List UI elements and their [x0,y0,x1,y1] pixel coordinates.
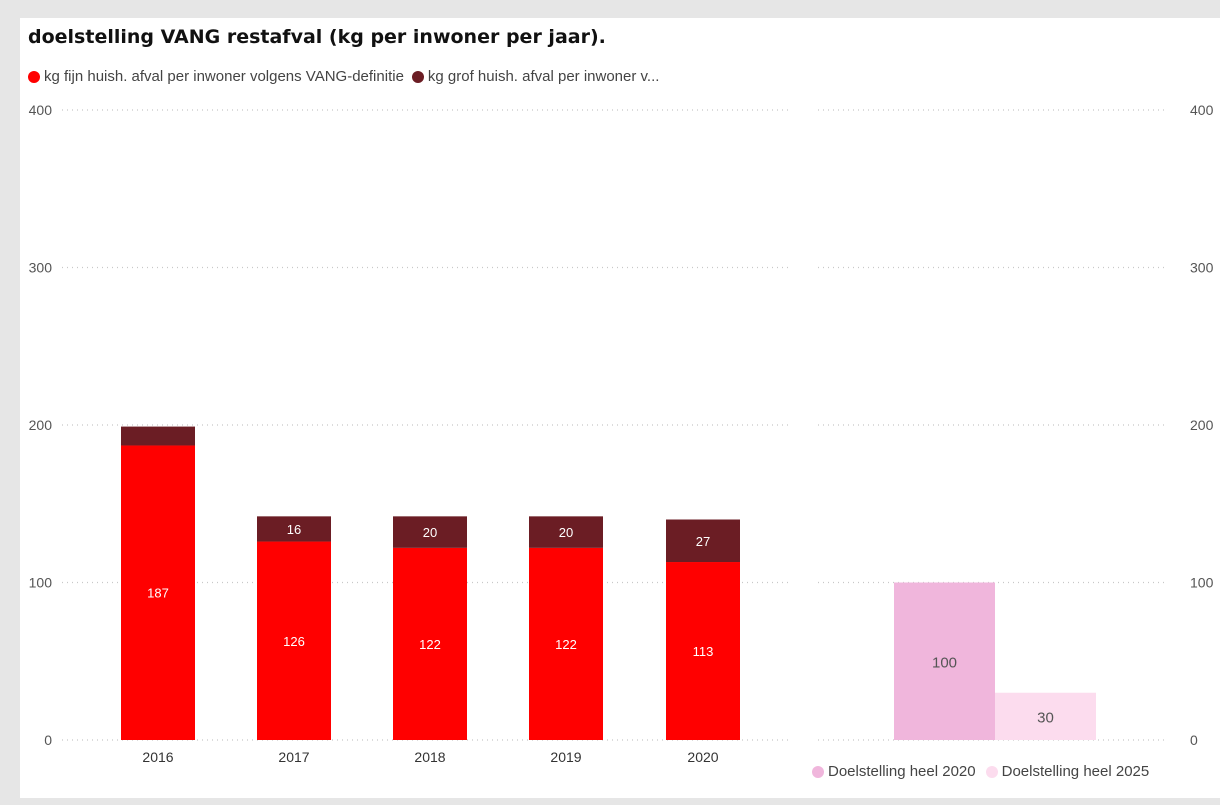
bar-coarse-2018 [393,516,467,548]
legend-item-target-2020[interactable]: Doelstelling heel 2020 [812,763,976,780]
y-tick-label-left: 400 [29,102,53,118]
legend-item-target-2025[interactable]: Doelstelling heel 2025 [985,763,1150,780]
data-label-fine-2019: 122 [555,637,577,652]
bar-coarse-2017 [257,516,331,542]
bar-fine-2017 [257,541,331,740]
y-tick-label-right: 400 [1190,102,1214,118]
legend-label-coarse: kg grof huish. afval per inwoner v... [427,68,660,85]
main-legend[interactable]: kg fijn huish. afval per inwoner volgens… [28,68,667,85]
y-tick-label-left: 200 [29,417,53,433]
legend-label-fine: kg fijn huish. afval per inwoner volgens… [44,68,404,85]
x-tick-label-2020: 2020 [687,749,718,765]
data-label-coarse-2019: 20 [559,525,573,540]
bar-coarse-2020 [666,519,740,563]
data-label-fine-2018: 122 [419,637,441,652]
legend-label-target-2025: Doelstelling heel 2025 [1001,763,1150,780]
data-label-fine-2020: 113 [693,644,714,659]
target-value-label-1: 30 [1037,709,1054,726]
legend-dot-coarse [411,70,424,83]
bar-fine-2020 [666,562,740,740]
bar-fine-2019 [529,547,603,740]
y-tick-label-right: 300 [1190,260,1214,276]
data-label-coarse-2017: 16 [287,522,301,537]
bar-coarse-2016 [121,426,195,446]
y-tick-label-right: 0 [1190,732,1198,748]
target-bar-0 [894,582,995,740]
y-tick-label-left: 0 [44,732,52,748]
legend-label-target-2020: Doelstelling heel 2020 [828,763,976,780]
data-label-coarse-2018: 20 [423,525,437,540]
data-label-coarse-2020: 27 [696,534,710,549]
chart-title: doelstelling VANG restafval (kg per inwo… [28,26,606,48]
legend-dot-target-2020 [812,765,824,778]
x-tick-label-2017: 2017 [278,749,309,765]
legend-dot-target-2025 [985,765,998,778]
x-tick-label-2019: 2019 [550,749,581,765]
x-tick-label-2018: 2018 [414,749,445,765]
y-tick-label-left: 300 [29,260,53,276]
bar-fine-2018 [393,547,467,740]
legend-item-fine[interactable]: kg fijn huish. afval per inwoner volgens… [28,68,404,85]
data-label-fine-2016: 187 [147,586,169,601]
y-tick-label-right: 200 [1190,417,1214,433]
bar-fine-2016 [121,445,195,740]
target-bar-1 [995,692,1096,740]
data-label-fine-2017: 126 [283,634,305,649]
y-tick-label-right: 100 [1190,575,1214,591]
target-value-label-0: 100 [932,654,957,671]
chart-card [20,18,1220,798]
bar-coarse-2019 [529,516,603,548]
legend-dot-fine [28,70,40,83]
y-tick-label-left: 100 [29,575,53,591]
target-legend[interactable]: Doelstelling heel 2020 Doelstelling heel… [812,763,1159,780]
x-tick-label-2016: 2016 [142,749,173,765]
legend-item-coarse[interactable]: kg grof huish. afval per inwoner v... [411,68,660,85]
